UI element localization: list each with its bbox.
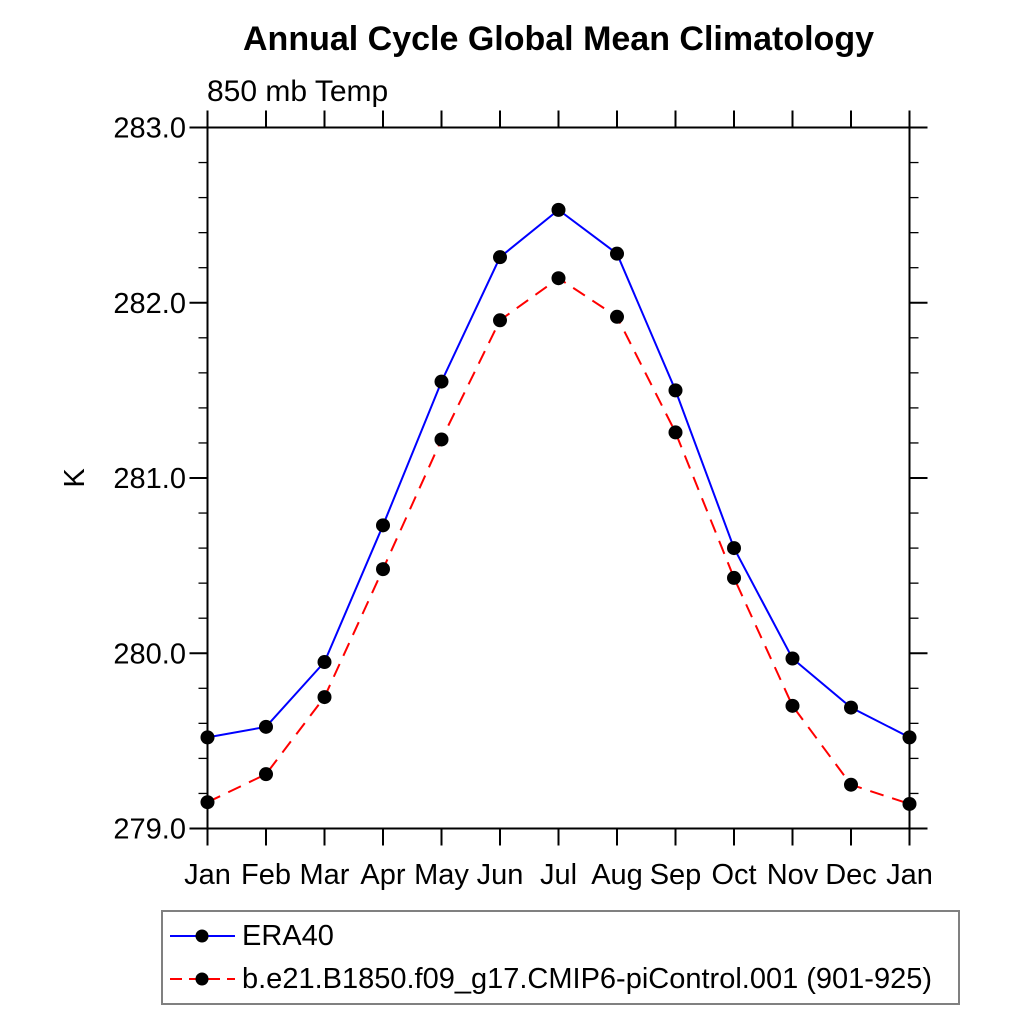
svg-text:Jul: Jul: [540, 859, 577, 891]
svg-text:Apr: Apr: [360, 859, 405, 891]
svg-text:Sep: Sep: [650, 859, 702, 891]
svg-text:Nov: Nov: [767, 859, 819, 891]
y-axis-ticks: [189, 126, 928, 830]
svg-text:Aug: Aug: [591, 859, 643, 891]
legend-item-era40: ERA40: [169, 915, 958, 958]
plot-frame: [206, 126, 911, 830]
svg-text:Oct: Oct: [711, 859, 756, 891]
legend: ERA40 b.e21.B1850.f09_g17.CMIP6-piContro…: [161, 910, 960, 1005]
y-tick-labels: 279.0 280.0 281.0 282.0 283.0: [113, 113, 186, 846]
chart-subtitle: 850 mb Temp: [207, 75, 389, 108]
svg-text:Jan: Jan: [184, 859, 231, 891]
series-line-0: [207, 208, 910, 739]
svg-text:283.0: 283.0: [113, 113, 186, 145]
svg-text:Feb: Feb: [241, 859, 291, 891]
legend-label-era40: ERA40: [242, 919, 334, 952]
svg-text:Jun: Jun: [477, 859, 524, 891]
svg-text:281.0: 281.0: [113, 463, 186, 495]
svg-text:May: May: [414, 859, 469, 891]
series-markers-1: [200, 271, 917, 811]
svg-text:282.0: 282.0: [113, 288, 186, 320]
legend-line-sample-solid: [170, 929, 235, 943]
x-axis-ticks: [206, 110, 911, 846]
legend-item-picontrol: b.e21.B1850.f09_g17.CMIP6-piControl.001 …: [169, 958, 958, 1001]
svg-text:279.0: 279.0: [113, 814, 186, 846]
legend-line-sample-dashed: [170, 972, 235, 986]
svg-text:Mar: Mar: [300, 859, 350, 891]
svg-text:Jan: Jan: [886, 859, 933, 891]
series-line-1: [207, 277, 910, 805]
svg-text:Dec: Dec: [825, 859, 877, 891]
chart-title: Annual Cycle Global Mean Climatology: [243, 20, 874, 58]
x-tick-labels: Jan Feb Mar Apr May Jun Jul Aug Sep Oct Nov Dec Jan: [184, 859, 933, 891]
svg-text:280.0: 280.0: [113, 638, 186, 670]
y-axis-label: K: [59, 468, 91, 488]
series-markers-0: [200, 202, 917, 745]
legend-label-picontrol: b.e21.B1850.f09_g17.CMIP6-piControl.001 …: [242, 962, 933, 995]
